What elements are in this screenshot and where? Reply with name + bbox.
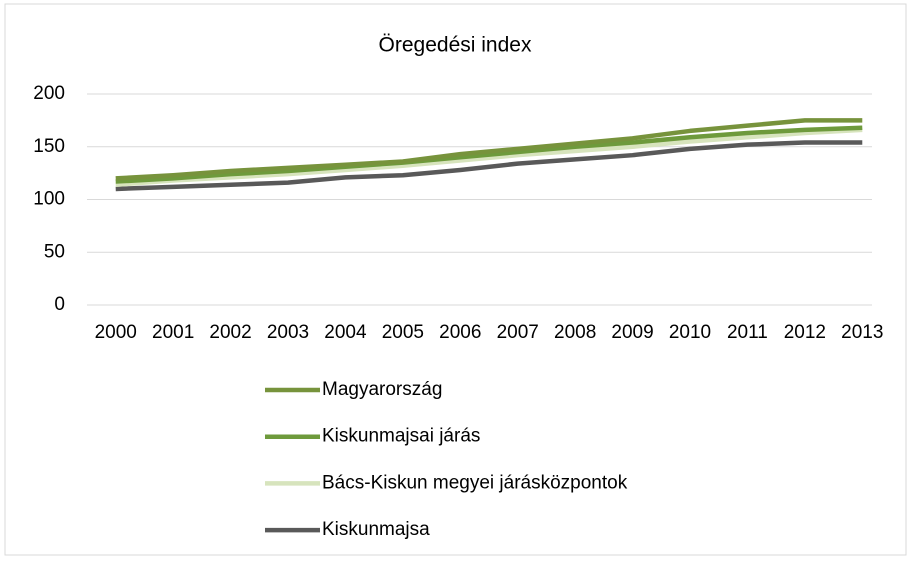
y-tick-label: 0 bbox=[54, 294, 65, 315]
x-tick-label: 2012 bbox=[784, 322, 826, 343]
series-line bbox=[115, 125, 863, 184]
x-tick-label: 2005 bbox=[382, 322, 424, 343]
x-tick-label: 2013 bbox=[841, 322, 883, 343]
x-tick-label: 2008 bbox=[554, 322, 596, 343]
legend-label: Kiskunmajsa bbox=[322, 519, 430, 540]
x-tick-label: 2000 bbox=[95, 322, 137, 343]
x-tick-label: 2006 bbox=[439, 322, 481, 343]
series-line bbox=[115, 140, 863, 192]
y-tick-label: 100 bbox=[33, 189, 65, 210]
chart-border bbox=[4, 3, 907, 556]
legend-label: Kiskunmajsai járás bbox=[322, 426, 480, 447]
x-tick-label: 2007 bbox=[497, 322, 539, 343]
series-line bbox=[115, 118, 863, 181]
y-tick-label: 50 bbox=[44, 241, 65, 262]
y-tick-label: 150 bbox=[33, 136, 65, 157]
x-tick-label: 2001 bbox=[152, 322, 194, 343]
series-line bbox=[115, 127, 863, 187]
legend-label: Bács-Kiskun megyei járásközpontok bbox=[322, 472, 628, 493]
x-tick-label: 2010 bbox=[669, 322, 711, 343]
x-tick-label: 2003 bbox=[267, 322, 309, 343]
x-tick-label: 2009 bbox=[611, 322, 653, 343]
x-tick-label: 2004 bbox=[324, 322, 367, 343]
x-tick-label: 2002 bbox=[209, 322, 251, 343]
x-tick-label: 2011 bbox=[727, 322, 768, 343]
chart-title: Öregedési index bbox=[379, 34, 532, 57]
y-tick-label: 200 bbox=[33, 83, 65, 104]
legend-label: Magyarország bbox=[322, 379, 442, 400]
